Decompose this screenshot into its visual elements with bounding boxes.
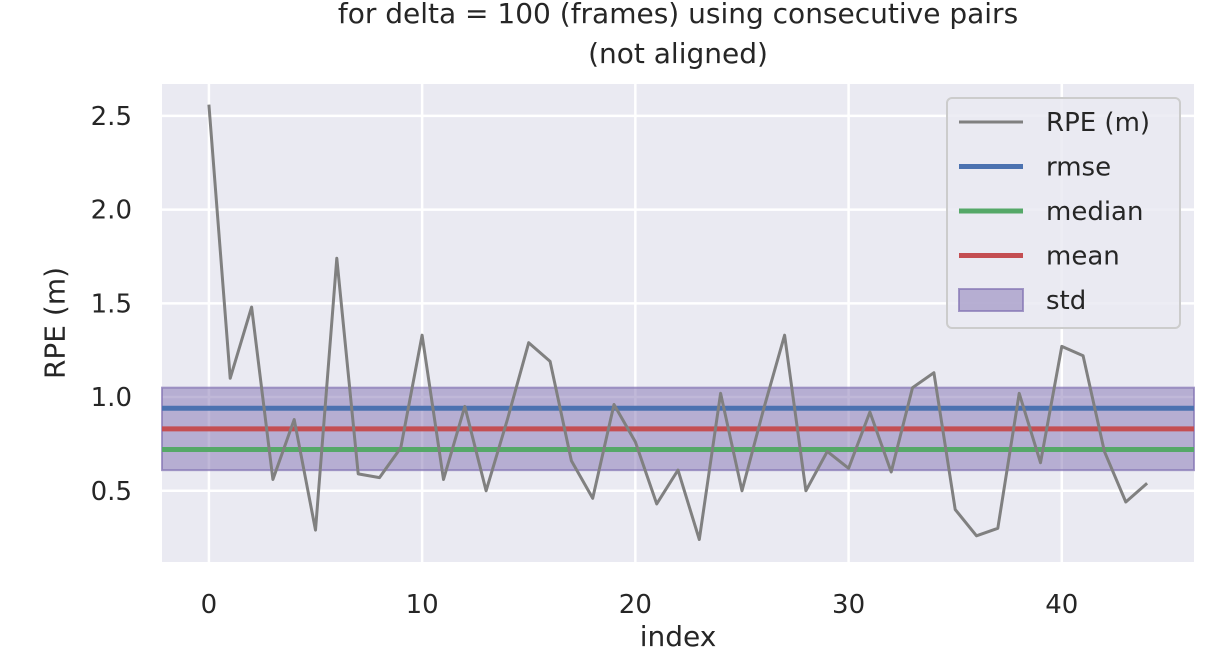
rpe-chart: 0 10 20 30 40 0.5 1.0 1.5 2.0 2.5 RPE (m) rmse med… <box>91 84 1195 620</box>
x-axis-label: index <box>639 620 717 653</box>
rpe-series-line <box>207 104 1149 541</box>
y-tick-labels: 0.5 1.0 1.5 2.0 2.5 <box>91 102 132 507</box>
stat-lines <box>162 405 1194 453</box>
x-tick-label: 0 <box>201 590 218 620</box>
y-tick-label: 1.5 <box>91 289 132 319</box>
series-lines <box>207 104 1149 541</box>
legend-label: median <box>1046 197 1143 227</box>
x-tick-labels: 0 10 20 30 40 <box>201 590 1079 620</box>
chart-title-line-1: for delta = 100 (frames) using consecuti… <box>337 0 1019 30</box>
x-tick-label: 40 <box>1045 590 1078 620</box>
legend-box <box>946 97 1181 329</box>
legend-swatch <box>958 288 1024 312</box>
legend-label: RPE (m) <box>1046 108 1150 138</box>
chart-title-line-2: (not aligned) <box>588 37 768 70</box>
legend: RPE (m) rmse median mean std <box>946 97 1181 329</box>
y-tick-label: 2.5 <box>91 102 132 132</box>
legend-label: rmse <box>1046 153 1111 183</box>
y-tick-label: 0.5 <box>91 477 132 507</box>
y-tick-label: 1.0 <box>91 383 132 413</box>
x-tick-label: 30 <box>832 590 865 620</box>
legend-label: mean <box>1046 242 1120 272</box>
y-tick-label: 2.0 <box>91 196 132 226</box>
y-axis-label: RPE (m) <box>38 266 72 380</box>
legend-label: std <box>1046 286 1086 316</box>
x-tick-label: 10 <box>406 590 439 620</box>
x-tick-label: 20 <box>619 590 652 620</box>
